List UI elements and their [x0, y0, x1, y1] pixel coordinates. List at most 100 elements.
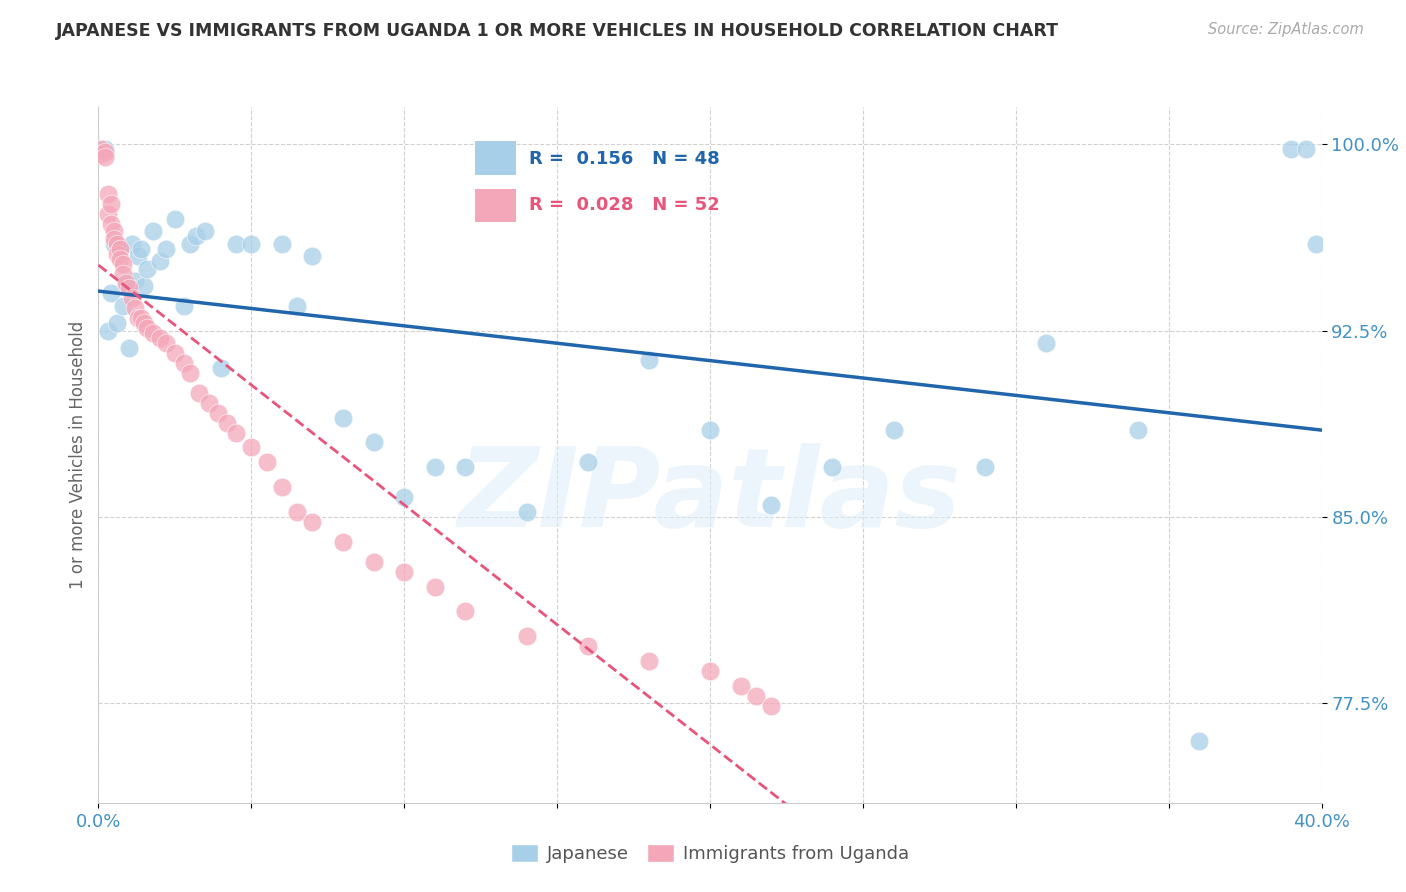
Point — [1279, 142, 1302, 156]
Point — [301, 515, 323, 529]
Point — [134, 316, 156, 330]
Point — [1128, 423, 1150, 437]
Point — [127, 311, 149, 326]
Text: ZIPatlas: ZIPatlas — [458, 443, 962, 550]
Point — [637, 654, 661, 668]
Point — [179, 366, 201, 380]
Point — [90, 147, 112, 161]
Point — [129, 242, 152, 256]
Point — [136, 261, 159, 276]
Point — [97, 186, 120, 201]
Point — [142, 326, 165, 340]
Point — [1035, 336, 1057, 351]
Point — [105, 246, 128, 260]
FancyBboxPatch shape — [475, 189, 516, 222]
Point — [97, 207, 120, 221]
Point — [759, 498, 782, 512]
Point — [93, 142, 115, 156]
Point — [285, 299, 308, 313]
Point — [745, 689, 768, 703]
Point — [454, 604, 477, 618]
Point — [173, 299, 195, 313]
Point — [821, 460, 844, 475]
Point — [974, 460, 997, 475]
Point — [699, 664, 721, 678]
Point — [179, 236, 201, 251]
Point — [225, 236, 247, 251]
Point — [155, 242, 177, 256]
Point — [93, 150, 115, 164]
Point — [759, 698, 782, 713]
Point — [1295, 142, 1317, 156]
Point — [423, 460, 446, 475]
Point — [121, 236, 143, 251]
Point — [207, 406, 229, 420]
Point — [134, 279, 156, 293]
Point — [270, 480, 292, 494]
Point — [270, 236, 292, 251]
Point — [136, 321, 159, 335]
Point — [730, 679, 752, 693]
Point — [173, 356, 195, 370]
Point — [256, 455, 278, 469]
Point — [97, 324, 120, 338]
Point — [149, 254, 172, 268]
Point — [111, 267, 134, 281]
Point — [105, 236, 128, 251]
Point — [188, 385, 211, 400]
Point — [240, 236, 263, 251]
Point — [576, 455, 599, 469]
Point — [118, 281, 141, 295]
Point — [124, 274, 146, 288]
Point — [149, 331, 172, 345]
Point — [142, 224, 165, 238]
Point — [197, 395, 219, 409]
Text: R =  0.028   N = 52: R = 0.028 N = 52 — [529, 196, 720, 214]
Point — [108, 242, 131, 256]
Point — [215, 416, 238, 430]
Point — [129, 311, 152, 326]
Point — [103, 232, 125, 246]
Point — [121, 291, 143, 305]
FancyBboxPatch shape — [475, 142, 516, 175]
Point — [103, 236, 125, 251]
Point — [1188, 733, 1211, 747]
Point — [186, 229, 208, 244]
Point — [111, 256, 134, 270]
Point — [392, 565, 416, 579]
Point — [285, 505, 308, 519]
Point — [423, 580, 446, 594]
Point — [225, 425, 247, 440]
Point — [699, 423, 721, 437]
Point — [155, 336, 177, 351]
Point — [301, 249, 323, 263]
Point — [637, 353, 661, 368]
Point — [93, 145, 115, 159]
Point — [115, 277, 138, 291]
Y-axis label: 1 or more Vehicles in Household: 1 or more Vehicles in Household — [69, 321, 87, 589]
Point — [115, 277, 138, 291]
Legend: Japanese, Immigrants from Uganda: Japanese, Immigrants from Uganda — [503, 837, 917, 871]
Point — [454, 460, 477, 475]
Point — [100, 286, 122, 301]
Point — [332, 410, 354, 425]
Point — [163, 211, 186, 226]
Point — [240, 441, 263, 455]
Point — [111, 299, 134, 313]
Point — [163, 346, 186, 360]
Point — [363, 555, 385, 569]
Point — [108, 252, 131, 266]
Point — [363, 435, 385, 450]
Point — [100, 217, 122, 231]
Text: JAPANESE VS IMMIGRANTS FROM UGANDA 1 OR MORE VEHICLES IN HOUSEHOLD CORRELATION C: JAPANESE VS IMMIGRANTS FROM UGANDA 1 OR … — [56, 22, 1059, 40]
Point — [108, 242, 131, 256]
Point — [90, 142, 112, 156]
Point — [576, 639, 599, 653]
Point — [392, 490, 416, 504]
Point — [118, 341, 141, 355]
Point — [1305, 236, 1327, 251]
Point — [516, 629, 538, 643]
Point — [209, 360, 232, 375]
Point — [516, 505, 538, 519]
Point — [332, 534, 354, 549]
